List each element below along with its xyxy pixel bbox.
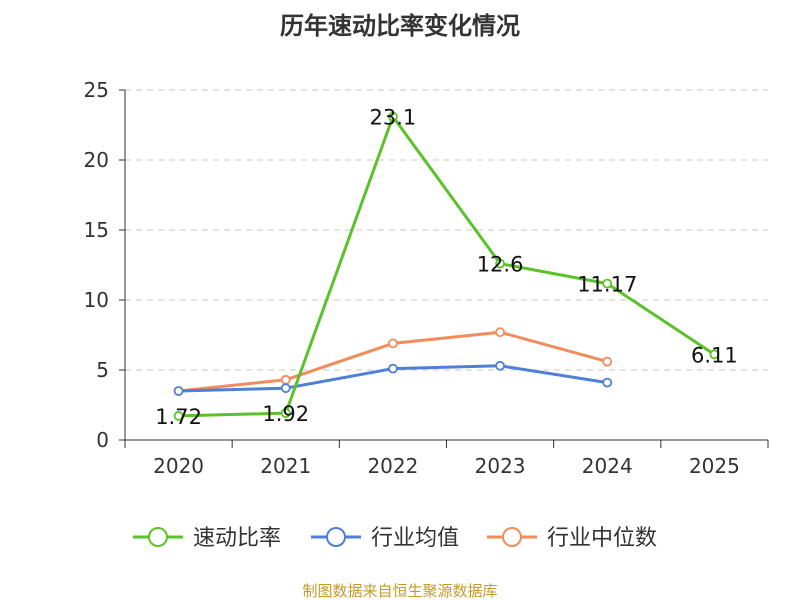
- series-layer: [173, 111, 720, 421]
- legend-label: 速动比率: [193, 526, 281, 551]
- chart-title: 历年速动比率变化情况: [280, 12, 520, 40]
- grid-lines: [125, 89, 768, 371]
- x-tick-label: 2025: [689, 454, 740, 478]
- y-tick-label: 15: [84, 218, 109, 242]
- data-point: [495, 258, 505, 269]
- legend-marker: [326, 527, 346, 547]
- legend-marker: [502, 527, 522, 547]
- x-tick-label: 2024: [582, 454, 633, 478]
- x-tick-label: 2023: [475, 454, 526, 478]
- legend-label: 行业中位数: [547, 526, 657, 551]
- data-label: 12.6: [477, 253, 524, 277]
- data-point: [602, 356, 613, 367]
- data-labels: 1.72 1.92 23.1 12.6 11.17 6.11: [155, 106, 738, 429]
- y-tick-label: 0: [96, 428, 109, 452]
- legend-item-0[interactable]: 速动比率: [133, 526, 281, 551]
- legend-marker: [148, 527, 168, 547]
- x-tick-label: 2021: [260, 454, 311, 478]
- data-label: 11.17: [577, 273, 637, 297]
- data-label: 23.1: [370, 106, 417, 130]
- data-point: [602, 377, 613, 388]
- data-label: 1.92: [262, 402, 309, 426]
- data-label: 1.72: [155, 405, 202, 429]
- data-point: [388, 363, 398, 374]
- data-point: [173, 386, 184, 396]
- data-label: 6.11: [691, 343, 738, 367]
- data-point: [495, 360, 505, 371]
- data-point: [602, 278, 613, 289]
- data-point: [388, 338, 398, 349]
- x-tick-label: 2020: [153, 454, 204, 478]
- y-tick-label: 10: [84, 288, 109, 312]
- series-2: [173, 327, 613, 396]
- data-point: [709, 349, 720, 360]
- data-point: [388, 111, 398, 122]
- x-tick-label: 2022: [367, 454, 418, 478]
- legend: 速动比率 行业均值 行业中位数: [133, 526, 657, 551]
- y-tick-label: 20: [84, 148, 109, 172]
- legend-label: 行业均值: [371, 526, 459, 551]
- y-tick-label: 25: [84, 78, 109, 102]
- legend-item-1[interactable]: 行业均值: [311, 526, 459, 551]
- data-point: [280, 383, 291, 394]
- source-note: 制图数据来自恒生聚源数据库: [302, 582, 497, 600]
- series-line: [178, 115, 716, 418]
- series-1: [173, 360, 613, 396]
- y-tick-label: 5: [96, 358, 109, 382]
- data-point: [280, 374, 291, 385]
- legend-item-2[interactable]: 行业中位数: [487, 526, 657, 551]
- data-point: [280, 408, 291, 419]
- data-point: [173, 411, 184, 421]
- series-0: [173, 111, 720, 421]
- data-point: [495, 327, 505, 338]
